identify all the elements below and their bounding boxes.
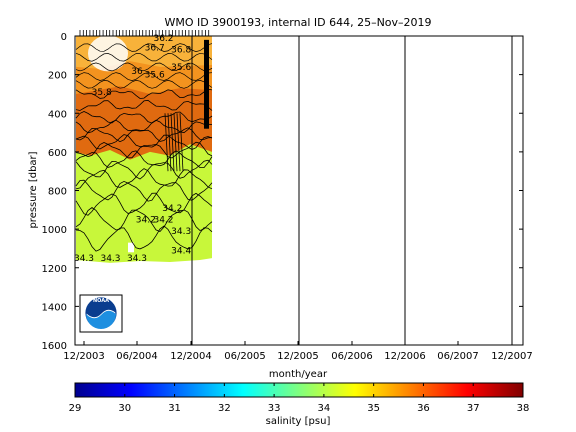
contour-label: 36 [131,67,143,77]
x-tick-label: 06/2006 [331,351,373,362]
y-axis: 0 200 400 600 800 1000 1200 1400 1600 [42,32,523,352]
contour-line [75,134,213,150]
contour-label: 34.3 [74,254,94,264]
contour-line [75,99,213,111]
contour-label: 34.4 [171,246,191,256]
contour-line [75,150,213,168]
colorbar-tick-label: 37 [467,403,480,414]
y-tick-label: 1000 [42,225,67,236]
contour-line [75,207,213,232]
x-tick-label: 12/2007 [491,351,533,362]
contour-line [75,159,213,180]
colorbar-tick-label: 32 [218,403,231,414]
colorbar-axis: 29 30 31 32 33 34 35 36 37 38 [69,383,530,414]
contour-label: 35.6 [171,63,191,73]
contour-line [164,113,169,172]
contour-line [176,113,181,172]
data-gap [128,242,134,253]
contour-label: 34.3 [100,254,120,264]
colorbar-tick-label: 34 [318,403,331,414]
y-tick-label: 600 [48,148,67,159]
contour-line [75,141,213,159]
colorbar-tick-label: 30 [118,403,131,414]
contour-line [75,62,213,72]
x-tick-label: 12/2006 [384,351,426,362]
contour-line [75,72,213,81]
contour-labels: 36.236.7 36.836 35.635.635.834.234.234.234… [74,34,191,264]
x-tick-label: 12/2005 [277,351,319,362]
contour-line [75,43,213,52]
dense-contour-band [204,39,209,129]
x-tick-label: 06/2005 [224,351,266,362]
contour-line [75,52,213,62]
contour-line [75,127,213,143]
y-tick-label: 400 [48,109,67,120]
colorbar-label: salinity [psu] [266,416,331,427]
contour-line [75,168,213,190]
contour-label: 35.8 [92,88,112,98]
profile-ticks [79,30,210,36]
contour-label: 34.2 [136,215,156,225]
chart-title: WMO ID 3900193, internal ID 644, 25–Nov–… [164,16,431,29]
contour-label: 36.8 [171,46,191,56]
y-axis-label: pressure [dbar] [28,151,39,228]
x-axis: 12/2003 06/2004 12/2004 06/2005 12/2005 06/20… [63,341,533,362]
contour-line [75,79,213,89]
y-tick-label: 1400 [42,302,67,313]
contour-line [75,192,213,216]
y-tick-label: 1200 [42,264,67,275]
contour-line [179,113,184,172]
colorbar-tick-label: 35 [367,403,380,414]
contour-lines [75,39,213,252]
x-tick-label: 06/2007 [437,351,479,362]
y-tick-label: 0 [61,32,67,43]
noaa-logo: NOAA [79,294,123,333]
y-tick-label: 800 [48,187,67,198]
contour-label: 34.3 [127,254,147,264]
contour-line [75,88,213,99]
year-lines [191,36,513,345]
y-tick-label: 200 [48,71,67,82]
colorbar [74,382,524,398]
contour-label: 34.3 [171,227,191,237]
colorbar-tick-label: 38 [517,403,530,414]
x-tick-label: 12/2003 [63,351,105,362]
contour-line [75,225,213,252]
colorbar-tick-label: 33 [268,403,281,414]
contour-line [75,111,213,124]
contour-line [173,113,178,172]
contour-label: 34.2 [153,215,173,225]
x-axis-label: month/year [269,369,328,380]
x-tick-label: 12/2004 [170,351,212,362]
contour-label: 36.7 [145,44,165,54]
lower-water-mass [76,119,212,263]
noaa-logo-text: NOAA [93,298,109,304]
contour-label: 36.2 [153,34,173,44]
colorbar-tick-label: 29 [69,403,82,414]
contour-label: 34.2 [162,204,182,214]
y-tick-label: 1600 [42,341,67,352]
colorbar-tick-label: 36 [417,403,430,414]
contour-line [167,113,172,172]
contour-label: 35.6 [145,71,165,81]
x-tick-label: 06/2004 [116,351,158,362]
colorbar-tick-label: 31 [168,403,181,414]
contour-line [170,113,175,172]
